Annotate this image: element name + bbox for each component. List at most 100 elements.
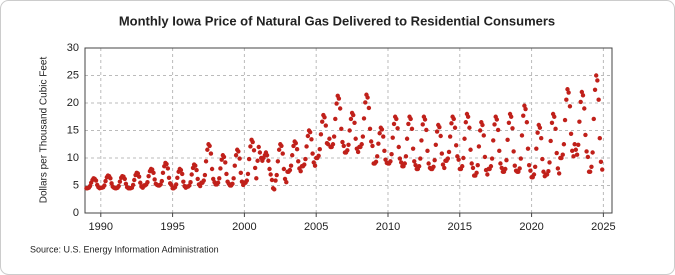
point — [475, 162, 480, 168]
point — [363, 100, 368, 105]
point — [361, 116, 367, 121]
point — [327, 136, 332, 141]
y-tick-label: 15 — [67, 124, 79, 136]
point — [571, 154, 576, 159]
point — [434, 129, 440, 134]
x-tick-label: 2020 — [519, 221, 543, 233]
point — [456, 157, 461, 162]
point — [166, 175, 172, 180]
point — [296, 159, 301, 164]
point — [391, 121, 397, 127]
point — [302, 162, 307, 167]
point — [122, 176, 127, 182]
point — [583, 132, 588, 138]
point — [564, 97, 569, 102]
point — [280, 151, 285, 156]
point — [596, 97, 601, 102]
point — [394, 116, 399, 122]
point — [467, 125, 472, 130]
point — [130, 182, 136, 188]
point — [552, 114, 557, 119]
y-tick-label: 30 — [67, 42, 79, 54]
point — [208, 151, 214, 156]
point — [426, 161, 431, 166]
point — [469, 161, 474, 166]
point — [559, 155, 564, 161]
point — [549, 120, 555, 126]
point — [250, 139, 255, 145]
point — [396, 144, 401, 150]
point — [499, 165, 504, 171]
point — [264, 153, 270, 158]
point — [173, 182, 179, 187]
point — [207, 143, 212, 149]
x-tick-label: 2005 — [304, 221, 328, 233]
point — [419, 138, 424, 143]
point — [582, 106, 587, 111]
point — [408, 116, 413, 122]
point — [103, 178, 108, 184]
point — [399, 160, 404, 165]
point — [379, 127, 385, 132]
point — [316, 153, 321, 158]
point — [383, 157, 388, 162]
point — [370, 143, 375, 149]
point — [547, 160, 552, 165]
point — [298, 169, 303, 174]
point — [460, 164, 465, 169]
point — [347, 128, 352, 133]
point — [218, 166, 223, 171]
point — [445, 156, 451, 161]
point — [376, 141, 381, 146]
point — [223, 160, 228, 165]
point — [274, 172, 279, 178]
point — [567, 104, 573, 109]
point — [215, 180, 221, 185]
point — [504, 158, 509, 163]
point — [305, 133, 311, 139]
point — [108, 176, 113, 181]
point — [573, 147, 579, 152]
point — [389, 151, 394, 157]
point — [193, 163, 198, 168]
point — [409, 126, 415, 132]
point — [516, 169, 521, 174]
point — [181, 179, 186, 184]
point — [269, 177, 275, 183]
point — [600, 167, 605, 172]
point — [442, 165, 447, 171]
point — [591, 116, 596, 122]
point — [494, 117, 500, 122]
point — [395, 126, 400, 131]
point — [293, 140, 298, 146]
point — [565, 87, 570, 92]
point — [236, 149, 241, 154]
point — [251, 148, 257, 153]
point — [312, 163, 318, 168]
point — [438, 133, 443, 139]
point — [447, 134, 453, 139]
point — [102, 183, 107, 188]
point — [481, 133, 486, 138]
point — [424, 127, 429, 133]
point — [544, 172, 550, 177]
point — [508, 114, 514, 119]
point — [333, 116, 338, 122]
point — [403, 154, 409, 159]
point — [495, 127, 501, 133]
point — [268, 172, 273, 177]
point — [577, 119, 582, 124]
point — [248, 144, 253, 149]
point — [388, 159, 393, 164]
point — [160, 170, 166, 176]
point — [413, 162, 418, 168]
x-tick-label: 2000 — [232, 221, 256, 233]
point — [331, 134, 337, 139]
point — [346, 142, 351, 147]
point — [317, 147, 322, 152]
point — [585, 154, 591, 160]
point — [116, 183, 121, 189]
point — [468, 147, 473, 152]
point — [485, 172, 490, 177]
